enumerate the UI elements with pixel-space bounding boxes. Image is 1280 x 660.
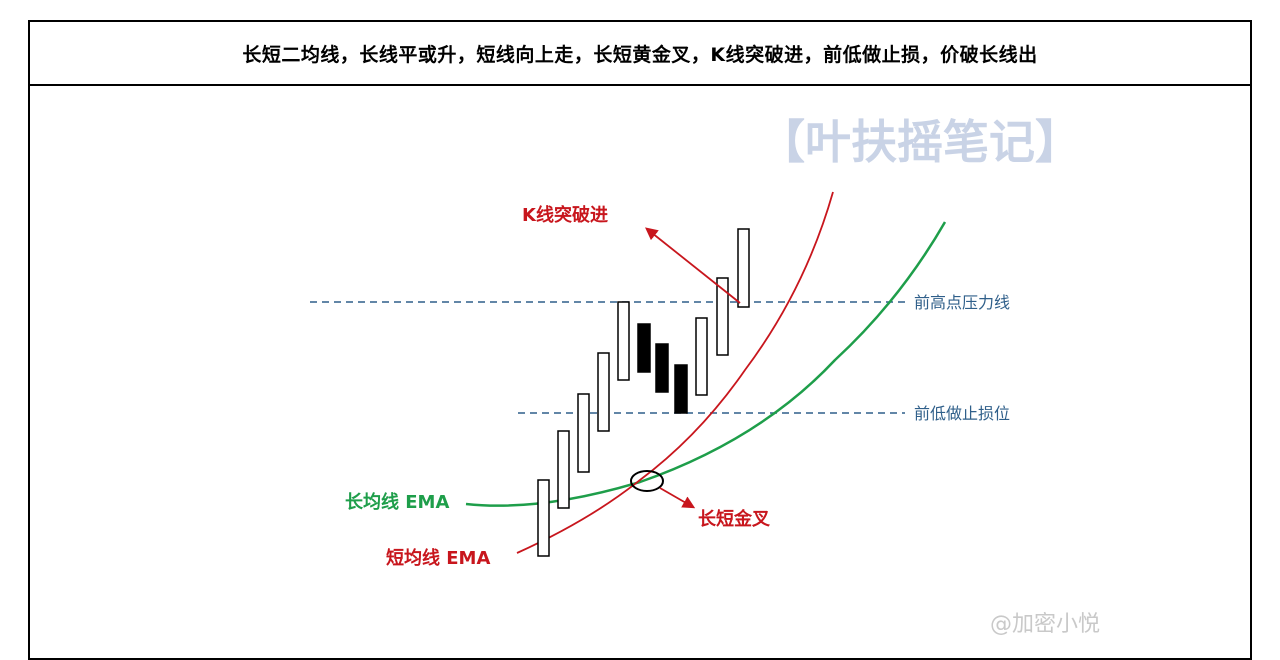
short-ema-label: 短均线 EMA xyxy=(386,547,490,569)
candle xyxy=(597,352,610,432)
candle xyxy=(617,301,630,381)
long-ema-label: 长均线 EMA xyxy=(345,491,449,513)
breakout-label: K线突破进 xyxy=(522,204,608,226)
candle xyxy=(655,343,669,393)
long-ema-curve xyxy=(465,221,947,507)
golden-cross-label: 长短金叉 xyxy=(698,508,771,530)
title-bar: 长短二均线，长线平或升，短线向上走，长短黄金叉，K线突破进，前低做止损，价破长线… xyxy=(30,22,1250,86)
brand-stamp: 【叶扶摇笔记】 xyxy=(759,115,1081,169)
short-ema-curve xyxy=(516,191,834,554)
candle xyxy=(674,364,688,414)
strategy-diagram: 【叶扶摇笔记】 前高点压力线 前低做止损位 K线突破进 长均线 EMA 短均线 … xyxy=(310,115,1081,569)
candle xyxy=(537,479,550,557)
candle xyxy=(637,323,651,373)
candle xyxy=(557,430,570,509)
breakout-arrow xyxy=(645,227,741,304)
candle xyxy=(695,317,708,396)
stop-loss-label: 前低做止损位 xyxy=(914,404,1010,423)
page-title: 长短二均线，长线平或升，短线向上走，长短黄金叉，K线突破进，前低做止损，价破长线… xyxy=(242,43,1038,66)
candle xyxy=(577,393,590,473)
candles xyxy=(537,228,750,557)
golden-cross-marker xyxy=(630,470,664,492)
candle xyxy=(716,277,729,356)
cross-arrow xyxy=(659,487,696,509)
candle xyxy=(737,228,750,308)
resistance-label: 前高点压力线 xyxy=(914,293,1010,312)
corner-watermark: @加密小悦 xyxy=(990,612,1101,637)
